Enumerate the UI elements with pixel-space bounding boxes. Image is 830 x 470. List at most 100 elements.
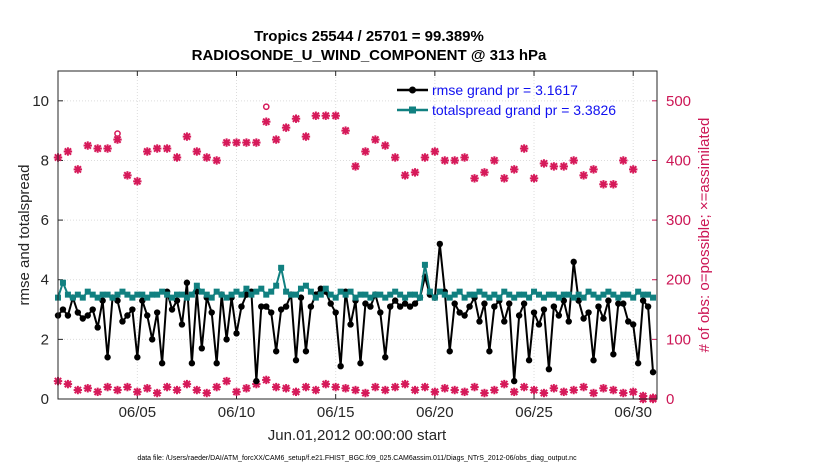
totalspread-point [535,291,542,298]
rmse-point [456,309,463,316]
rmse-point [560,297,567,304]
obs-assimilated-marker [400,171,410,180]
totalspread-point [451,291,458,298]
obs-assimilated-marker [589,165,598,174]
chart-title-line2: RADIOSONDE_U_WIND_COMPONENT @ 313 hPa [192,47,547,64]
obs-assimilated-marker [262,117,271,126]
rmse-point [625,318,632,325]
right-tick-label: 300 [666,212,691,229]
totalspread-point [441,291,448,298]
obs-bottom-marker [172,385,182,395]
totalspread-point [635,288,642,295]
rmse-point [188,360,196,367]
obs-bottom-marker [619,388,628,398]
rmse-point [377,309,384,316]
totalspread-point [89,291,96,298]
totalspread-point [263,291,270,298]
totalspread-point [382,294,389,301]
totalspread-point [288,291,295,298]
totalspread-point [347,288,354,295]
obs-assimilated-marker [569,156,578,165]
totalspread-point [456,288,463,295]
totalspread-point [531,288,538,295]
obs-bottom-marker [371,382,380,392]
obs-assimilated-marker [93,144,102,153]
rmse-point [153,309,161,316]
left-tick-label: 8 [41,152,49,169]
y-axis-label-right: # of obs: o=possible; ×=assimilated [696,118,713,353]
rmse-point [158,360,166,367]
totalspread-point [416,294,423,301]
rmse-point [580,315,587,322]
rmse-point [89,306,96,313]
rmse-point [436,240,444,248]
x-tick-label: 06/15 [317,404,355,421]
totalspread-point [104,291,111,298]
obs-bottom-marker [162,382,172,392]
rmse-point [461,312,468,319]
totalspread-point [511,294,518,301]
totalspread-point [491,291,498,298]
obs-bottom-marker [192,385,202,395]
totalspread-point [600,291,607,298]
obs-bottom-marker [351,385,360,395]
rmse-point [129,306,136,313]
totalspread-point [322,285,329,292]
obs-assimilated-marker [509,165,519,174]
totalspread-point [585,288,592,295]
rmse-point [297,294,305,301]
obs-assimilated-marker [192,147,202,156]
obs-bottom-marker [410,385,420,395]
totalspread-point [446,294,453,301]
rmse-point [515,312,523,319]
obs-bottom-marker [559,387,568,397]
rmse-point [639,297,647,304]
right-tick-label: 0 [666,391,674,408]
rmse-point [258,303,265,310]
totalspread-point [610,291,617,298]
totalspread-point [431,294,438,301]
obs-assimilated-marker [381,141,390,150]
rmse-point [550,303,558,310]
totalspread-point [188,291,195,298]
y-axis-label-left: rmse and totalspread [16,165,33,306]
rmse-point [387,303,394,310]
rmse-point [590,357,597,364]
rmse-point [104,354,111,361]
totalspread-point [99,291,106,298]
totalspread-point [174,291,181,298]
obs-assimilated-marker [549,162,559,171]
obs-assimilated-marker [599,180,608,189]
rmse-point [396,303,404,310]
obs-assimilated-marker [222,138,231,147]
rmse-point [629,321,637,328]
left-tick-label: 2 [41,331,49,348]
obs-assimilated-marker [113,135,122,144]
rmse-point [208,309,215,316]
rmse-point [317,285,325,292]
obs-bottom-marker [529,385,539,395]
obs-bottom-marker [341,384,350,393]
x-tick-label: 06/20 [416,404,454,421]
totalspread-point [650,294,657,301]
obs-assimilated-marker [271,135,281,144]
rmse-point [486,348,493,355]
obs-bottom-marker [500,379,509,389]
obs-bottom-marker [182,379,192,389]
obs-bottom-marker [519,382,529,392]
obs-bottom-marker [212,382,221,392]
obs-assimilated-marker [232,138,241,147]
totalspread-point [560,291,567,298]
obs-bottom-marker [63,379,73,389]
rmse-point [357,360,364,367]
obs-assimilated-marker [212,156,221,165]
obs-bottom-marker [222,376,231,386]
obs-assimilated-marker [341,126,350,135]
obs-assimilated-marker [103,144,112,153]
totalspread-point [426,288,433,295]
totalspread-point [139,291,146,298]
rmse-point [466,303,473,310]
rmse-point [391,297,399,304]
totalspread-point [273,282,280,289]
obs-assimilated-marker [351,162,360,171]
